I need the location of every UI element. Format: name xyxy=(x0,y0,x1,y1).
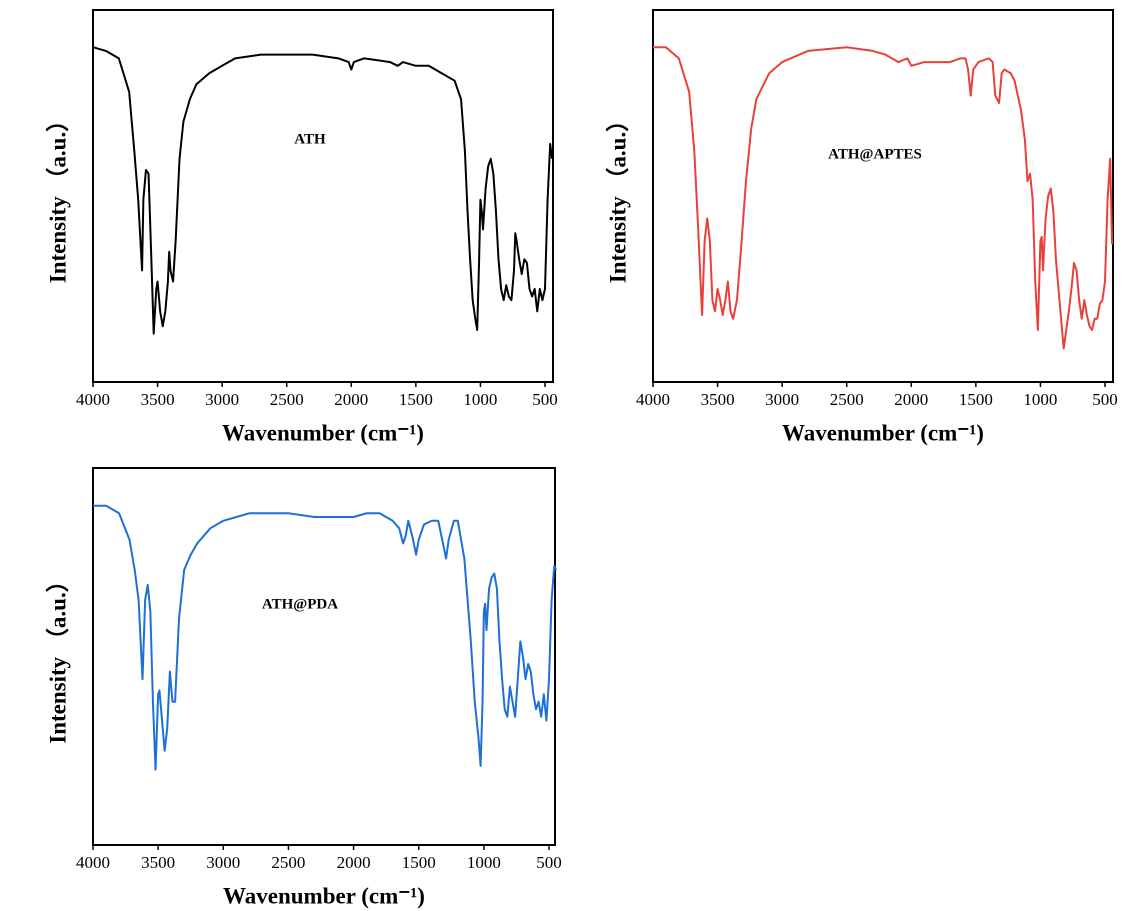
plot-frame xyxy=(92,467,556,846)
x-tick-label: 2500 xyxy=(270,390,304,409)
x-tick-label: 4000 xyxy=(636,390,670,409)
spectrum-line xyxy=(92,46,554,335)
x-tick-label: 500 xyxy=(536,853,562,872)
x-axis-title: Wavenumber (cm⁻¹) xyxy=(223,883,425,908)
x-tick-label: 1500 xyxy=(959,390,993,409)
x-tick-label: 4000 xyxy=(76,853,110,872)
x-tick-label: 3000 xyxy=(206,853,240,872)
y-axis-title: Intensity （a.u.） xyxy=(44,569,70,743)
annotation: ATH xyxy=(294,131,326,147)
x-axis-title: Wavenumber (cm⁻¹) xyxy=(782,420,984,445)
x-tick-label: 2000 xyxy=(337,853,371,872)
x-tick-label: 3000 xyxy=(765,390,799,409)
x-tick-label: 1500 xyxy=(402,853,436,872)
spectrum-line xyxy=(653,46,1114,350)
x-tick-label: 1000 xyxy=(463,390,497,409)
x-tick-label: 1000 xyxy=(467,853,501,872)
plot-frame xyxy=(92,9,554,383)
x-tick-label: 3500 xyxy=(141,853,175,872)
x-tick-label: 3500 xyxy=(701,390,735,409)
annotation: ATH@PDA xyxy=(262,596,338,612)
y-axis-title: Intensity （a.u.） xyxy=(604,109,630,283)
x-tick-label: 3500 xyxy=(141,390,175,409)
x-tick-label: 3000 xyxy=(205,390,239,409)
y-axis-title: Intensity （a.u.） xyxy=(44,109,70,283)
x-tick-label: 1000 xyxy=(1023,390,1057,409)
x-axis-title: Wavenumber (cm⁻¹) xyxy=(222,420,424,445)
x-tick-label: 2500 xyxy=(830,390,864,409)
plot-frame xyxy=(652,9,1114,383)
x-tick-label: 2000 xyxy=(894,390,928,409)
spectrum-line xyxy=(93,504,558,771)
annotation: ATH@APTES xyxy=(828,146,922,162)
x-tick-label: 500 xyxy=(1092,390,1118,409)
x-tick-label: 500 xyxy=(532,390,558,409)
x-tick-label: 2000 xyxy=(334,390,368,409)
x-tick-label: 1500 xyxy=(399,390,433,409)
x-tick-label: 4000 xyxy=(76,390,110,409)
x-tick-label: 2500 xyxy=(271,853,305,872)
